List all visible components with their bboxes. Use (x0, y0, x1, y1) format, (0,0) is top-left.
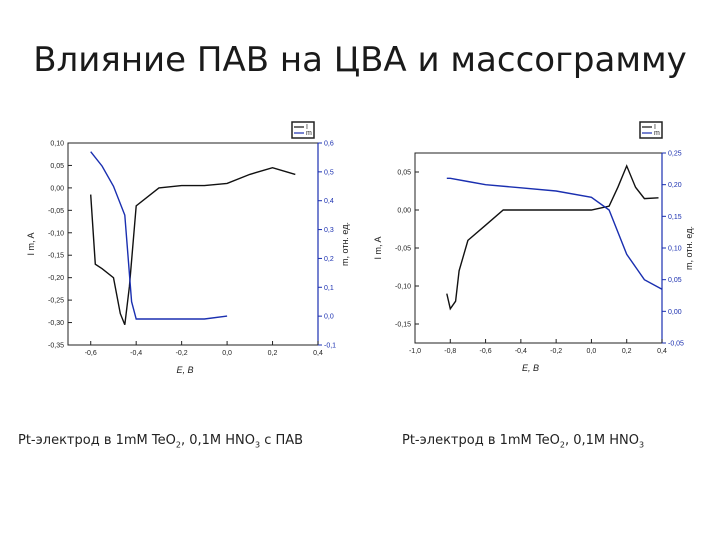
y-axis-label: I m, A (26, 232, 36, 255)
x-tick-label: -0,6 (85, 350, 97, 357)
y2-tick-label: 0,4 (324, 198, 334, 205)
series-line-I (90, 166, 296, 326)
x-axis-label: E, B (176, 365, 193, 375)
x-tick-label: 0,2 (268, 350, 278, 357)
y2-tick-label: 0,3 (324, 227, 334, 234)
y-tick-label: 0,10 (50, 141, 64, 148)
legend-box (291, 121, 315, 139)
slide-title: Влияние ПАВ на ЦВА и массограмму (33, 40, 687, 80)
legend-label-mass: m (306, 130, 312, 137)
y-tick-label: -0,15 (48, 253, 64, 260)
y-tick-label: 0,05 (50, 163, 64, 170)
y-tick-label: -0,20 (48, 275, 64, 282)
y-tick-label: -0,30 (48, 320, 64, 327)
y-tick-label: -0,05 (48, 208, 64, 215)
x-tick-label: -0,2 (176, 350, 188, 357)
y2-tick-label: 0,5 (324, 169, 334, 176)
x-tick-label: 0,4 (313, 350, 323, 357)
legend-label-current: I (306, 124, 308, 131)
y2-tick-label: 0,2 (324, 256, 334, 263)
series-line-m (90, 151, 228, 320)
caption-with-surfactant: Pt-электрод в 1mM TeO2, 0,1M HNO3 с ПАВ (18, 433, 304, 450)
y2-axis-label: m, отн. ед. (340, 222, 350, 266)
y2-tick-label: 0,0 (324, 314, 334, 321)
y-tick-label: -0,35 (48, 343, 64, 350)
x-tick-label: 0,0 (222, 350, 232, 357)
y-tick-label: -0,25 (48, 298, 64, 305)
y2-tick-label: 0,1 (324, 285, 334, 292)
y-tick-label: -0,10 (48, 230, 64, 237)
y2-tick-label: 0,6 (324, 141, 334, 148)
y2-tick-label: -0,1 (324, 343, 336, 350)
x-tick-label: -0,4 (130, 350, 142, 357)
y-tick-label: 0,00 (50, 185, 64, 192)
caption-without-surfactant: Pt-электрод в 1mM TeO2, 0,1M HNO3 (402, 433, 645, 450)
